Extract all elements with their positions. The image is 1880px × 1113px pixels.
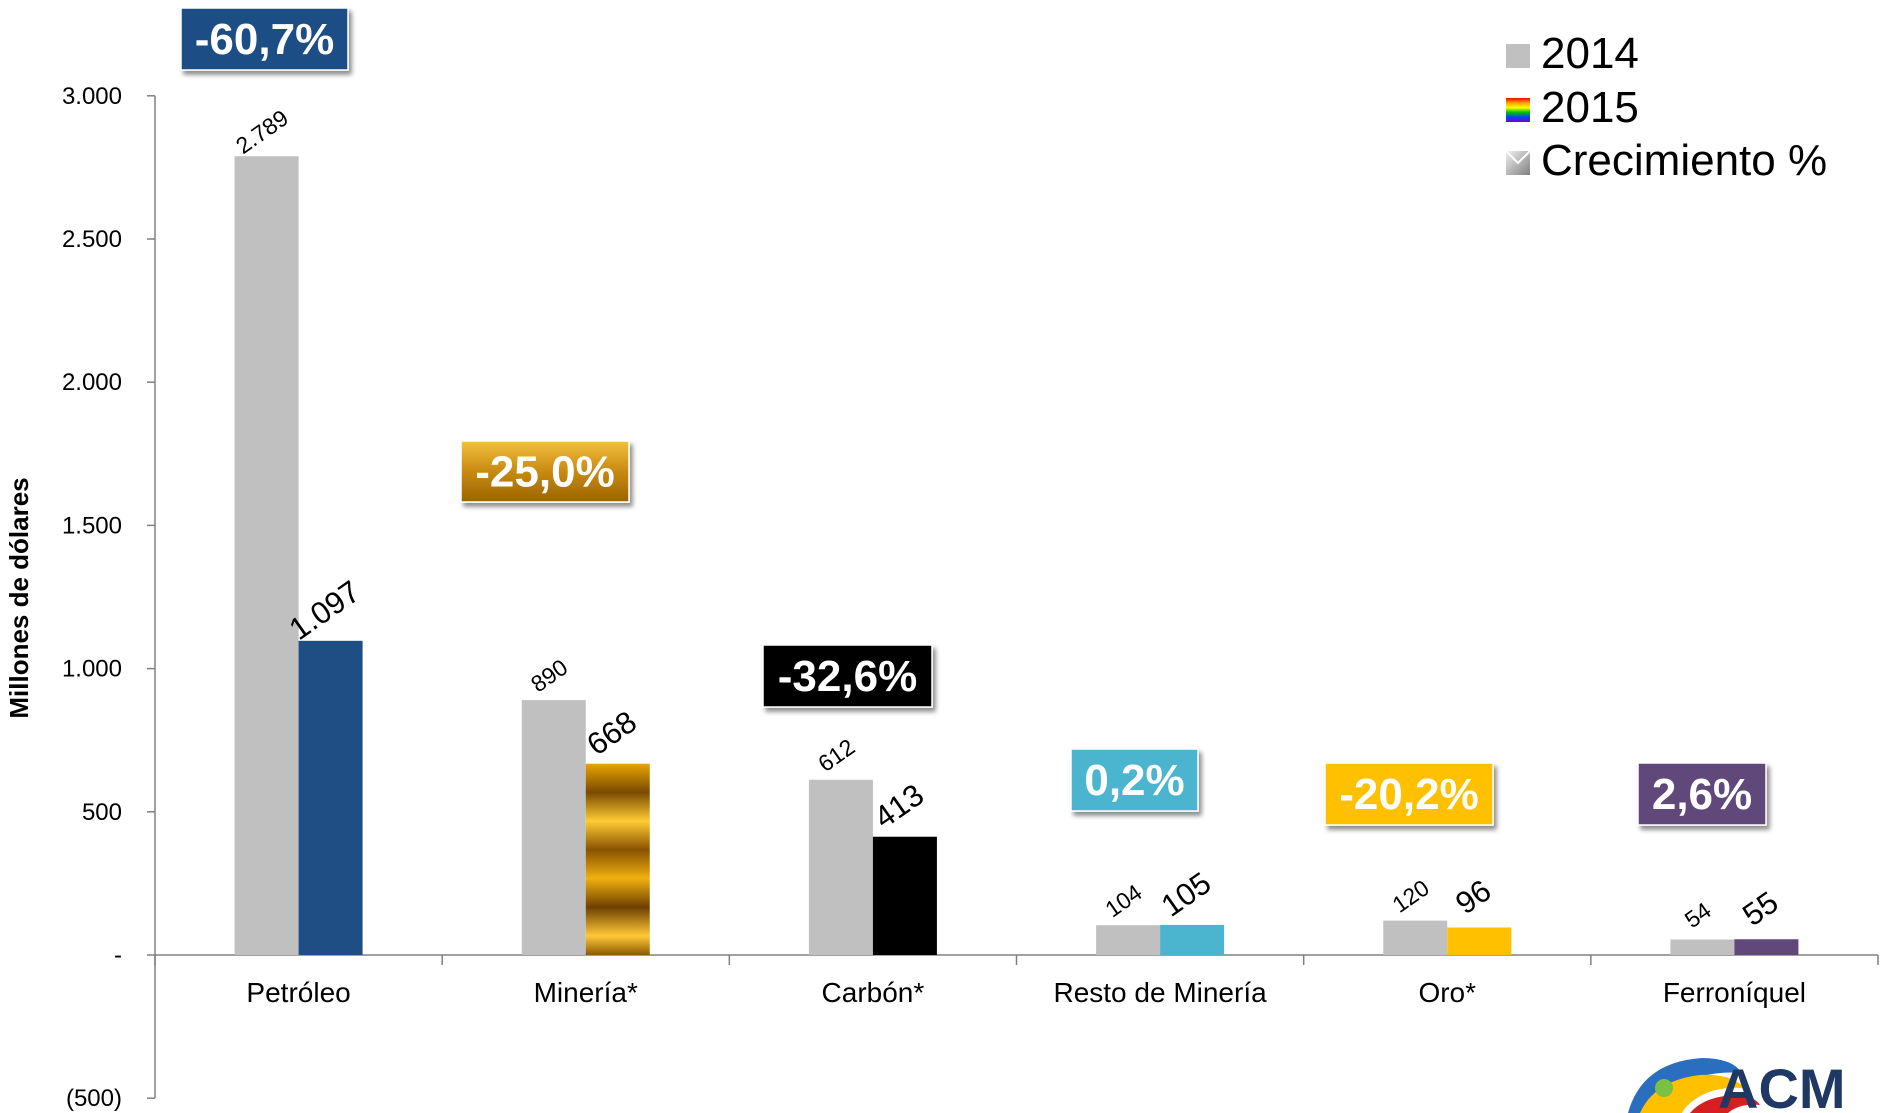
bar-2014: [521, 700, 586, 955]
bar-2015: [298, 640, 363, 955]
bar-2014: [1670, 939, 1735, 955]
bar-2015: [1734, 939, 1799, 955]
growth-box: [1637, 762, 1767, 826]
y-tick-label: 2.500: [62, 226, 122, 253]
x-tick-label: Ferroníquel: [1663, 977, 1806, 1008]
y-tick-label: 1.500: [62, 512, 122, 539]
data-label-2014: 2.789: [231, 105, 293, 159]
growth-box: [1324, 762, 1494, 826]
data-label-2015: 413: [868, 777, 930, 835]
data-label-2014: 104: [1100, 879, 1147, 922]
data-label-2014: 890: [526, 654, 572, 697]
x-tick-label: Petróleo: [246, 977, 350, 1008]
y-tick-label: 500: [82, 799, 122, 826]
growth-box: [1070, 748, 1199, 812]
growth-label: -25,0%: [475, 448, 614, 497]
logo-sun: [1655, 1079, 1673, 1097]
legend-label-2014: 2014: [1541, 29, 1639, 78]
bar-2014: [234, 156, 299, 955]
logo-text: ACM: [1718, 1057, 1846, 1113]
data-label-2014: 612: [813, 734, 859, 777]
y-tick-label: 2.000: [62, 369, 122, 396]
bar-2014: [808, 779, 873, 955]
growth-box: [460, 440, 630, 503]
bar-2015: [585, 763, 650, 955]
growth-label: 0,2%: [1084, 756, 1184, 805]
growth-boxes: -60,7% -25,0% -32,6% 0,2% -20,2% 2,6%: [180, 7, 1767, 826]
x-tick-label: Oro*: [1418, 977, 1476, 1008]
y-tick-label: (500): [66, 1085, 122, 1112]
acm-logo: ACM: [1628, 1057, 1846, 1113]
data-label-2015: 55: [1736, 884, 1784, 932]
legend-label-growth: Crecimiento %: [1541, 136, 1827, 185]
y-tick-label: -: [114, 942, 122, 969]
axes: (500) - 500 1.000 1.500 2.000 2.500 3.000 Petról…: [62, 83, 1879, 1112]
y-tick-label: 3.000: [62, 83, 122, 110]
bar-2015: [1447, 927, 1512, 955]
logo-arc-red: [1690, 1095, 1760, 1113]
data-label-2015: 105: [1155, 865, 1217, 923]
data-label-2015: 96: [1449, 873, 1497, 921]
x-tick-label: Carbón*: [822, 977, 925, 1008]
x-tick-label: Minería*: [534, 977, 638, 1008]
legend: 2014 2015 Crecimiento %: [1505, 29, 1827, 185]
growth-label: -20,2%: [1339, 770, 1478, 819]
legend-label-2015: 2015: [1541, 83, 1639, 132]
growth-label: -32,6%: [778, 652, 917, 701]
data-label-2014: 120: [1387, 874, 1433, 917]
bar-2015: [1160, 924, 1225, 955]
legend-swatch-2014: [1506, 44, 1530, 68]
y-axis-title: Millones de dólares: [4, 477, 34, 718]
logo-arc-yellow: [1640, 1074, 1745, 1113]
growth-label: 2,6%: [1652, 770, 1752, 819]
legend-item-growth: Crecimiento %: [1505, 136, 1827, 185]
bar-2015: [872, 836, 937, 955]
bar-2014: [1096, 925, 1161, 955]
data-label-2015: 668: [581, 704, 643, 762]
bars: [234, 156, 1799, 955]
growth-box: [180, 7, 349, 71]
legend-item-2014: 2014: [1506, 29, 1639, 78]
legend-swatch-2015: [1506, 98, 1530, 122]
legend-swatch-growth-mark: [1505, 150, 1531, 165]
x-tick-label: Resto de Minería: [1053, 977, 1267, 1008]
growth-box: [762, 644, 933, 708]
y-tick-label: 1.000: [62, 656, 122, 683]
growth-label: -60,7%: [195, 15, 334, 64]
data-label-2014: 54: [1680, 897, 1716, 933]
bar-2014: [1383, 920, 1448, 955]
legend-item-2015: 2015: [1506, 83, 1639, 132]
